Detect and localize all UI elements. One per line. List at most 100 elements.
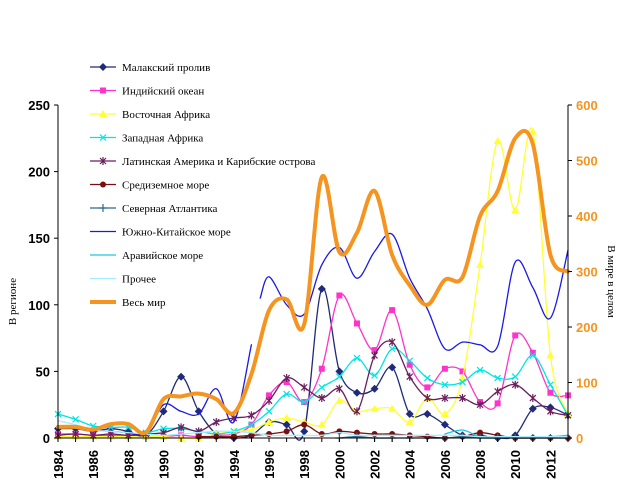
legend-label: Восточная Африка (122, 109, 210, 121)
legend-label: Латинская Америка и Карибские острова (122, 156, 315, 168)
series-line (57, 287, 569, 441)
data-point (283, 428, 290, 435)
series-1 (55, 292, 571, 440)
data-point (441, 365, 448, 372)
data-point (300, 383, 308, 392)
plot-area (54, 127, 572, 442)
data-point (476, 260, 485, 268)
series-line (56, 128, 570, 436)
data-point (177, 423, 185, 432)
right-tick-label: 100 (576, 376, 598, 391)
data-point (494, 400, 501, 407)
data-point (335, 367, 344, 376)
x-tick-label: 1992 (192, 450, 207, 479)
data-point (317, 420, 326, 428)
x-tick-label: 2012 (543, 450, 558, 479)
data-point (494, 387, 502, 396)
right-tick-label: 500 (576, 154, 598, 169)
data-point (353, 320, 360, 327)
x-tick-label: 1994 (227, 449, 242, 479)
x-tick-label: 2002 (368, 450, 383, 479)
data-point (405, 418, 414, 426)
data-point (371, 351, 378, 360)
data-point (423, 410, 432, 419)
data-point (546, 351, 555, 359)
legend-item: Индийский океан (90, 86, 204, 98)
data-point (547, 389, 554, 396)
data-point (459, 378, 466, 386)
data-point (512, 332, 519, 339)
data-point (494, 374, 502, 382)
data-point (476, 366, 484, 374)
data-point (248, 421, 255, 429)
data-point (318, 365, 325, 372)
legend-marker (99, 134, 107, 141)
x-tick-label: 1998 (297, 450, 312, 479)
data-point (528, 127, 537, 135)
legend-item: Латинская Америка и Карибские острова (90, 156, 315, 168)
right-tick-label: 200 (576, 320, 598, 335)
axes: 0 50 100 150 200 250 0 100 200 300 400 500 600 1984 19… (7, 98, 617, 479)
data-point (529, 351, 537, 359)
left-tick-label: 0 (43, 431, 50, 446)
legend-item: Прочее (90, 274, 156, 286)
data-point (370, 384, 379, 393)
data-point (370, 404, 379, 412)
data-point (300, 398, 308, 406)
x-tick-label: 1984 (51, 449, 66, 479)
data-point (371, 371, 378, 379)
x-tick-label: 1990 (157, 450, 172, 479)
data-point (546, 381, 554, 389)
data-point (301, 421, 308, 428)
data-point (511, 373, 519, 381)
right-tick-label: 300 (576, 265, 598, 280)
series-10 (56, 128, 570, 436)
data-point (335, 384, 343, 393)
data-point (424, 384, 431, 391)
data-point (423, 394, 431, 403)
data-point (459, 368, 466, 375)
data-point (511, 380, 519, 389)
data-point (493, 136, 502, 144)
data-point (283, 374, 291, 383)
data-point (248, 411, 255, 420)
right-tick-label: 400 (576, 209, 598, 224)
legend-label: Аравийское море (122, 250, 203, 262)
data-point (336, 292, 343, 299)
x-tick-label: 1996 (262, 450, 277, 479)
left-tick-label: 150 (28, 231, 50, 246)
data-point (423, 374, 431, 382)
data-point (159, 407, 168, 416)
data-point (247, 426, 256, 434)
left-tick-label: 250 (28, 98, 50, 113)
data-point (388, 363, 397, 372)
legend-item: Восточная Африка (90, 109, 210, 121)
data-point (283, 390, 291, 398)
data-point (459, 394, 466, 403)
legend-marker (99, 157, 107, 165)
data-point (529, 349, 536, 356)
data-point (440, 420, 449, 429)
data-point (406, 361, 413, 368)
x-tick-label: 2008 (473, 450, 488, 479)
data-point (300, 427, 309, 436)
data-point (335, 373, 343, 381)
x-tick-label: 1988 (121, 450, 136, 479)
data-point (406, 357, 414, 365)
data-point (265, 407, 273, 415)
x-tick-label: 2004 (403, 449, 418, 479)
legend-marker (99, 63, 107, 71)
legend-label: Малакский пролив (122, 62, 210, 74)
left-tick-label: 100 (28, 298, 50, 313)
left-axis-title: В регионе (7, 278, 19, 325)
legend-marker (99, 110, 107, 117)
legend: Малакский пролив Индийский океан Восточная… (90, 62, 315, 309)
data-point (266, 392, 273, 399)
data-point (353, 354, 361, 362)
data-point (352, 388, 361, 397)
x-tick-label: 2006 (438, 450, 453, 479)
data-point (317, 284, 326, 293)
legend-item: Северная Атлантика (90, 203, 218, 215)
data-point (388, 345, 396, 353)
legend-marker (100, 181, 106, 188)
